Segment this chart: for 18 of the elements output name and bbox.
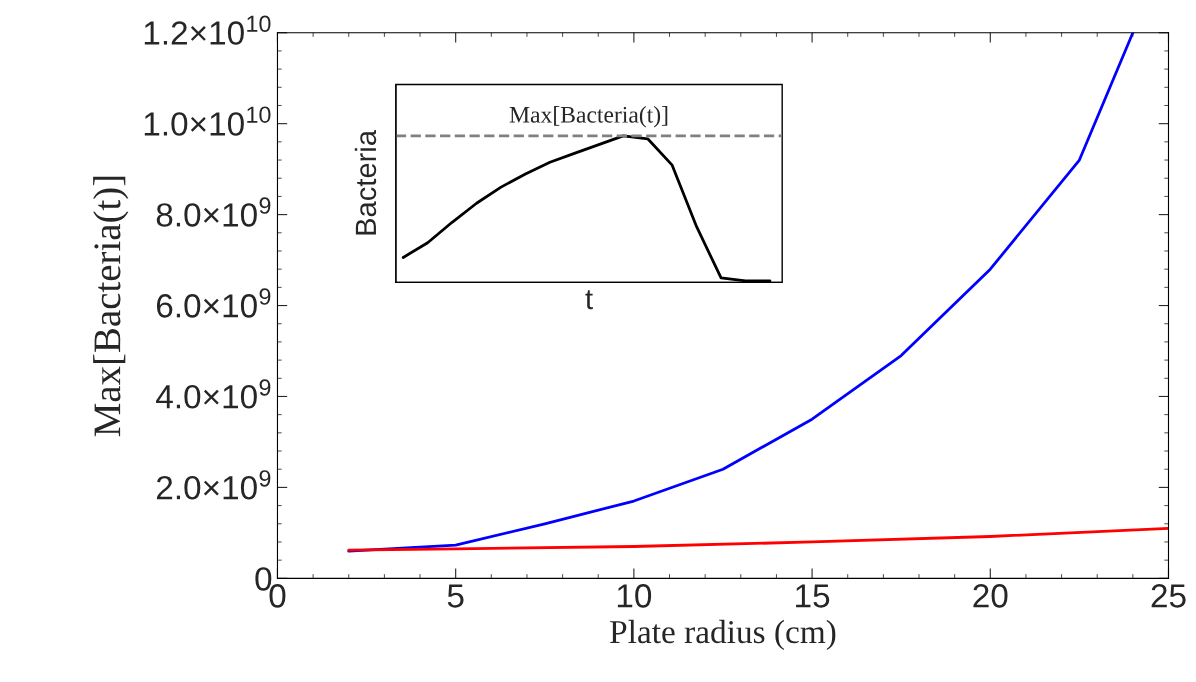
x-tick-label: 25	[1151, 584, 1186, 608]
x-axis-title: t	[585, 290, 593, 310]
x-tick-label: 15	[796, 584, 830, 608]
y-tick-label: 1.2×10$^{10}$	[144, 15, 271, 45]
x-axis-title: Plate radius (cm)	[610, 619, 836, 651]
x-tick-label: 10	[617, 584, 652, 608]
y-axis-title: Max[Bacteria(t)]	[93, 176, 129, 437]
y-tick-label: 6.0×10$^{9}$	[156, 288, 271, 318]
x-tick-label: 20	[973, 584, 1008, 608]
line-series	[347, 526, 1169, 552]
y-tick-label: 2.0×10$^{9}$	[156, 470, 271, 500]
ref-line-label: Max[Bacteria(t)]	[509, 106, 668, 128]
line-series	[347, 32, 1135, 553]
y-axis-title: Bacteria	[354, 129, 377, 235]
x-tick-label: 5	[447, 584, 464, 608]
y-tick-label: 1.0×10$^{10}$	[144, 106, 271, 136]
y-tick-label: 8.0×10$^{9}$	[156, 197, 271, 227]
y-tick-label: 4.0×10$^{9}$	[156, 379, 271, 409]
